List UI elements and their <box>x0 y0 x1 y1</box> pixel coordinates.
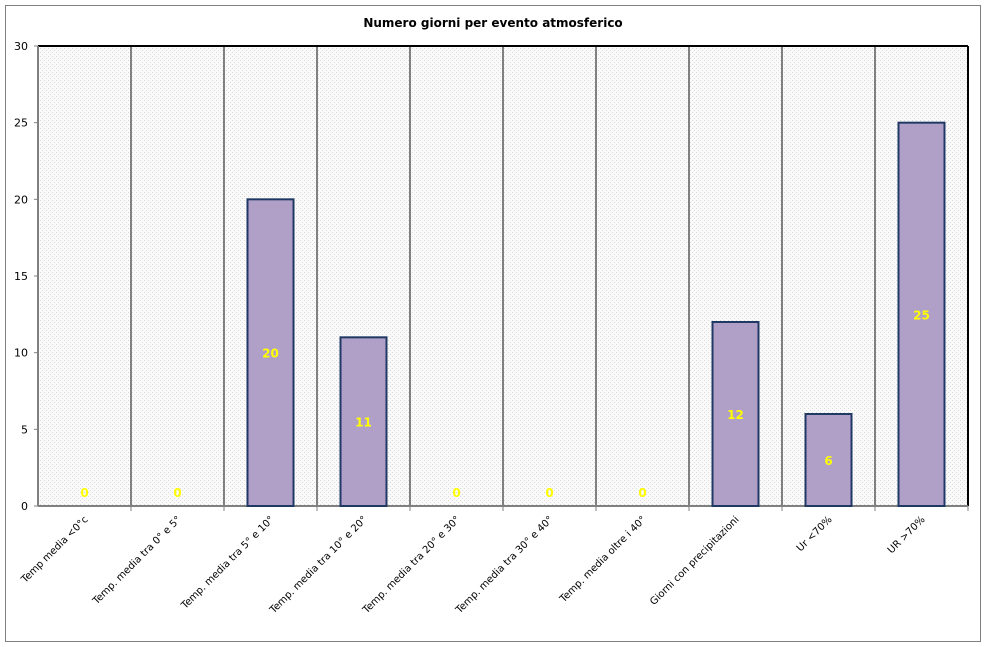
y-tick-label: 5 <box>21 423 28 436</box>
data-label: 0 <box>638 486 646 500</box>
x-tick-label: Giorni con precipitazioni <box>648 514 741 607</box>
data-label: 0 <box>452 486 460 500</box>
data-label: 0 <box>80 486 88 500</box>
x-tick-label: Temp media <0°c <box>19 514 91 586</box>
data-label: 0 <box>545 486 553 500</box>
bar <box>711 321 760 507</box>
y-tick-label: 25 <box>14 117 28 130</box>
data-label: 0 <box>173 486 181 500</box>
bar <box>339 336 388 508</box>
x-tick-label: Temp. media tra 20° e 30° <box>360 514 462 616</box>
data-label: 20 <box>262 347 279 361</box>
x-tick-label: UR >70% <box>886 514 928 556</box>
chart-frame <box>5 5 981 642</box>
chart-title: Numero giorni per evento atmosferico <box>363 16 622 30</box>
x-tick-label: Temp. media tra 10° e 20° <box>267 514 369 616</box>
bar <box>804 413 853 507</box>
x-tick-label: Ur <70% <box>795 514 835 554</box>
x-tick-label: Temp. media tra 30° e 40° <box>453 514 555 616</box>
data-label: 11 <box>355 416 372 430</box>
x-tick-label: Temp. media tra 0° e 5° <box>90 514 183 607</box>
y-tick-label: 15 <box>14 270 28 283</box>
y-tick-label: 10 <box>14 347 28 360</box>
bar <box>246 198 295 507</box>
data-label: 25 <box>913 308 930 322</box>
y-tick-label: 20 <box>14 193 28 206</box>
y-tick-label: 0 <box>21 500 28 513</box>
bar <box>897 121 946 508</box>
y-tick-label: 30 <box>14 40 28 53</box>
x-tick-label: Temp. media oltre i 40° <box>557 514 648 605</box>
data-label: 6 <box>824 454 832 468</box>
data-label: 12 <box>727 408 744 422</box>
x-tick-label: Temp. media tra 5° e 10° <box>179 514 277 612</box>
